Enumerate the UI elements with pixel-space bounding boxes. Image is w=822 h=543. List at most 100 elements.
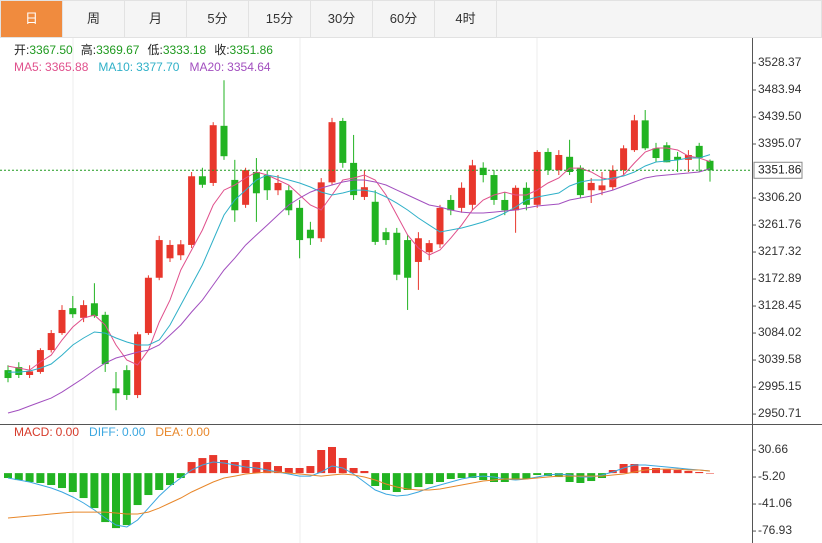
candle-body (285, 190, 293, 211)
macd-bar (360, 471, 369, 474)
macd-bar (284, 467, 293, 474)
candle-body (26, 371, 34, 375)
period-tab[interactable]: 月 (125, 1, 187, 37)
macd-bar (695, 471, 704, 474)
macd-bar (446, 473, 455, 479)
candle-body (371, 201, 379, 242)
macd-bar (414, 473, 423, 488)
macd-bar (403, 473, 412, 490)
macd-bar (176, 473, 185, 479)
last-price-box (753, 161, 803, 179)
period-tab[interactable]: 日 (1, 1, 63, 37)
candle-body (166, 244, 174, 259)
candle-body (512, 187, 520, 211)
candle-body (566, 156, 574, 173)
candle-body (188, 176, 196, 245)
candle-body (36, 350, 44, 372)
ma-line (7, 168, 711, 414)
candle-body (177, 244, 185, 256)
candle-body (4, 370, 12, 379)
macd-bar (382, 473, 390, 490)
candle-body (674, 156, 682, 160)
legend: MACD: 0.00 DIFF: 0.00 DEA: 0.00 (14, 425, 210, 439)
macd-bar (522, 473, 531, 479)
macd-bar (274, 466, 282, 474)
ohlc-info: 开:3367.50 高:3369.67 低:3333.18 收:3351.86 (14, 42, 273, 57)
candle-body (220, 125, 228, 157)
macd-bar (112, 473, 120, 529)
macd-bar (122, 473, 131, 526)
macd-bar (425, 473, 434, 485)
candle-body (69, 308, 77, 315)
info-label: 收: (214, 43, 229, 57)
macd-bar (490, 473, 498, 483)
y-tick-label: 3261.76 (758, 217, 802, 231)
candle-body (328, 122, 336, 183)
candle-body (630, 120, 638, 151)
macd-line (7, 468, 711, 519)
macd-bar (673, 470, 682, 474)
macd-bar (500, 473, 509, 483)
candle-body (274, 182, 282, 191)
candle-body (641, 120, 649, 149)
candle-body (425, 243, 433, 253)
info-value: 3367.50 (29, 43, 73, 57)
macd-bar (166, 473, 174, 486)
candle-body (382, 232, 390, 241)
info-label: 高: (81, 42, 96, 57)
candle-body (80, 305, 88, 318)
macd-bar (263, 462, 272, 474)
legend-name: DIFF: (89, 425, 119, 439)
y-tick-label: 3439.50 (758, 109, 802, 123)
y-tick-label: 3172.89 (758, 271, 802, 285)
period-tab[interactable]: 4时 (435, 1, 497, 37)
candle-body (598, 185, 606, 191)
period-tab[interactable]: 30分 (311, 1, 373, 37)
legend-name: DEA: (155, 425, 183, 439)
info-label: 低: (147, 43, 162, 57)
macd-bar (209, 455, 218, 474)
macd-bar (338, 457, 347, 474)
macd-bar (436, 473, 444, 483)
info-value: 3351.86 (230, 43, 274, 57)
info-value: 3369.67 (96, 43, 140, 57)
macd-bar (576, 473, 585, 483)
info-label: 开: (14, 43, 29, 57)
y-tick-label: 3306.20 (758, 190, 802, 204)
candle-body (468, 165, 476, 205)
legend-name: MA10: (98, 60, 133, 74)
candle-body (576, 167, 584, 196)
macd-bar (662, 469, 671, 474)
macd-bar (230, 462, 239, 474)
y-tick-label: 3528.37 (758, 55, 802, 69)
macd-bar (328, 446, 336, 474)
macd-bar (4, 473, 12, 479)
candle-body (587, 182, 595, 191)
macd-bar (511, 473, 520, 481)
legend-name: MA20: (189, 60, 224, 74)
candle-body (339, 120, 347, 163)
candle-body (458, 187, 466, 208)
y-tick-label: -76.93 (758, 523, 792, 537)
macd-bar (187, 462, 196, 474)
legend: MA5: 3365.88 MA10: 3377.70 MA20: 3354.64 (14, 60, 271, 74)
period-tab[interactable]: 15分 (249, 1, 311, 37)
macd-bar (598, 473, 606, 479)
legend-value: 0.00 (186, 425, 210, 439)
period-tab[interactable]: 60分 (373, 1, 435, 37)
candle-body (522, 187, 530, 205)
candle-body (47, 333, 55, 351)
period-tab[interactable]: 5分 (187, 1, 249, 37)
candle-body (393, 232, 401, 275)
macd-bar (295, 467, 304, 474)
candle-body (112, 388, 120, 394)
macd-bar (457, 473, 466, 479)
candle-body (144, 277, 152, 334)
candle-body (242, 170, 250, 205)
period-tab[interactable]: 周 (63, 1, 125, 37)
candle-body (252, 172, 260, 194)
macd-line (7, 461, 711, 528)
candle-body (684, 154, 692, 160)
